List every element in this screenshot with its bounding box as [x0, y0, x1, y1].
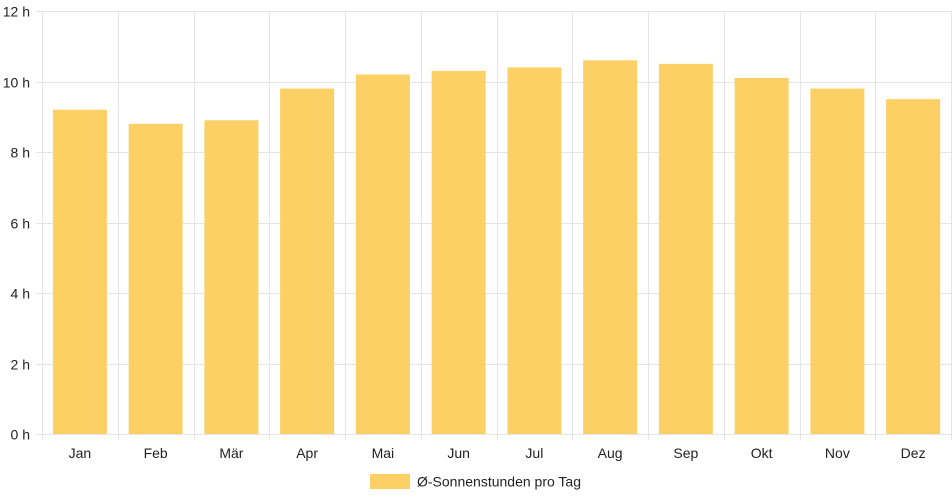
x-tick-label: Jan: [69, 445, 92, 461]
x-tick-label: Dez: [901, 445, 926, 461]
x-tick-label: Jun: [447, 445, 470, 461]
x-tick-label: Okt: [751, 445, 773, 461]
y-tick-label: 4 h: [11, 286, 30, 302]
legend-swatch: [370, 474, 410, 489]
bar[interactable]: [431, 70, 486, 435]
bar[interactable]: [810, 88, 865, 435]
y-tick-label: 0 h: [11, 427, 30, 443]
x-tick-label: Jul: [525, 445, 543, 461]
bar[interactable]: [128, 123, 183, 435]
x-tick-label: Nov: [825, 445, 850, 461]
x-tick-label: Sep: [673, 445, 698, 461]
x-tick-label: Apr: [296, 445, 318, 461]
bar[interactable]: [280, 88, 335, 435]
x-tick-label: Mär: [219, 445, 243, 461]
x-tick-label: Mai: [372, 445, 395, 461]
grid: [36, 11, 952, 440]
y-tick-label: 10 h: [3, 75, 30, 91]
y-tick-label: 8 h: [11, 145, 30, 161]
legend[interactable]: Ø-Sonnenstunden pro Tag: [370, 474, 581, 490]
bar[interactable]: [355, 74, 410, 434]
y-tick-label: 6 h: [11, 216, 30, 232]
bar[interactable]: [734, 77, 789, 434]
legend-label: Ø-Sonnenstunden pro Tag: [417, 474, 581, 490]
bar[interactable]: [52, 109, 107, 434]
x-tick-label: Aug: [598, 445, 623, 461]
bar[interactable]: [583, 60, 638, 434]
y-tick-label: 2 h: [11, 357, 30, 373]
x-axis-ticks: Jan Feb Mär Apr Mai Jun Jul Aug Sep Okt Nov Dez: [69, 445, 926, 461]
bar[interactable]: [204, 120, 259, 435]
bar[interactable]: [658, 63, 713, 434]
y-tick-label: 12 h: [3, 4, 30, 20]
x-tick-label: Feb: [144, 445, 168, 461]
bar[interactable]: [886, 99, 941, 434]
bars: [52, 60, 941, 435]
y-axis-ticks: 0 h 2 h 4 h 6 h 8 h 10 h 12 h: [3, 4, 30, 443]
bar[interactable]: [507, 67, 562, 435]
